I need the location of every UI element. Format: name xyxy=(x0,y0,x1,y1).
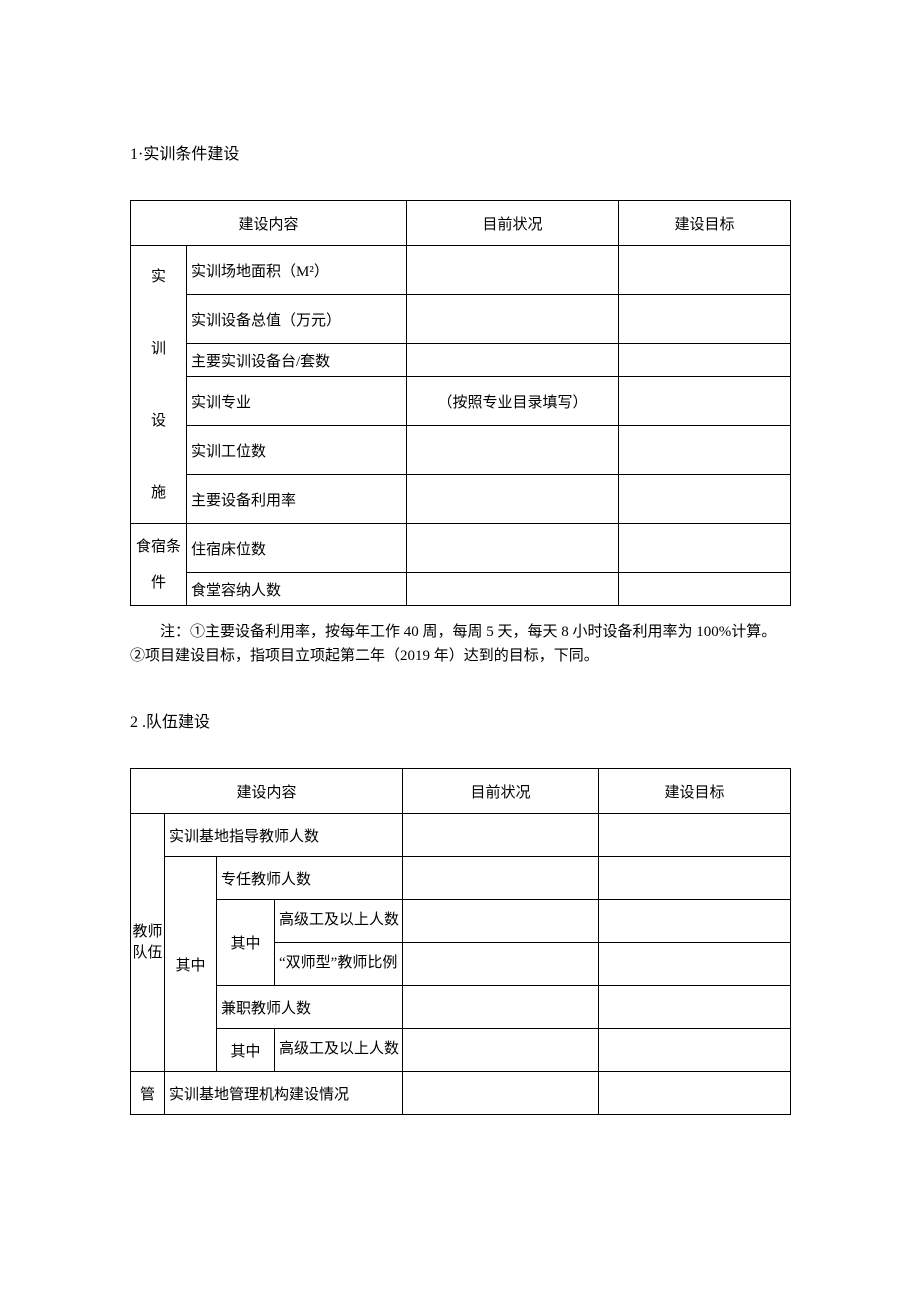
col-header-status: 目前状况 xyxy=(403,769,599,814)
table-row: 食宿条件 住宿床位数 xyxy=(131,524,791,573)
row-label-full: 专任教师人数 xyxy=(217,857,403,900)
table-row: 实训工位数 xyxy=(131,426,791,475)
table-row: 实训设施 实训场地面积（M²） xyxy=(131,246,791,295)
row-label-of-which-2: 其中 xyxy=(217,900,275,986)
cell-goal xyxy=(619,246,791,295)
table-training-conditions: 建设内容 目前状况 建设目标 实训设施 实训场地面积（M²） 实训设备总值（万元… xyxy=(130,200,791,606)
row-label-senior: 高级工及以上人数 xyxy=(275,900,403,943)
cell-status xyxy=(407,246,619,295)
cell-goal xyxy=(619,377,791,426)
table-row: 其中 高级工及以上人数 xyxy=(131,900,791,943)
cell-status xyxy=(403,857,599,900)
section-1-heading: 1·实训条件建设 xyxy=(130,140,790,164)
row-label-stations: 实训工位数 xyxy=(187,426,407,475)
table-row: 教师队伍 实训基地指导教师人数 xyxy=(131,814,791,857)
row-label-canteen: 食堂容纳人数 xyxy=(187,573,407,606)
row-label-total: 实训基地指导教师人数 xyxy=(165,814,403,857)
cell-status xyxy=(403,900,599,943)
table-row: 实训专业 （按照专业目录填写） xyxy=(131,377,791,426)
col-header-goal: 建设目标 xyxy=(599,769,791,814)
cell-status xyxy=(407,573,619,606)
table-row: 建设内容 目前状况 建设目标 xyxy=(131,769,791,814)
col-header-content: 建设内容 xyxy=(131,769,403,814)
cell-goal xyxy=(619,295,791,344)
cell-major-status: （按照专业目录填写） xyxy=(407,377,619,426)
table-row: 兼职教师人数 xyxy=(131,986,791,1029)
row-group-facility: 实训设施 xyxy=(131,246,187,524)
cell-goal xyxy=(599,1029,791,1072)
cell-status xyxy=(403,1029,599,1072)
cell-status xyxy=(403,814,599,857)
row-label-major: 实训专业 xyxy=(187,377,407,426)
table-row: 建设内容 目前状况 建设目标 xyxy=(131,201,791,246)
cell-goal xyxy=(599,900,791,943)
cell-status xyxy=(403,943,599,986)
row-label-mgmt-org: 实训基地管理机构建设情况 xyxy=(165,1072,403,1115)
cell-goal xyxy=(599,857,791,900)
table-row: 主要实训设备台/套数 xyxy=(131,344,791,377)
col-header-goal: 建设目标 xyxy=(619,201,791,246)
table-row: 其中 专任教师人数 xyxy=(131,857,791,900)
table-row: 实训设备总值（万元） xyxy=(131,295,791,344)
table-row: 食堂容纳人数 xyxy=(131,573,791,606)
row-label-beds: 住宿床位数 xyxy=(187,524,407,573)
cell-status xyxy=(407,524,619,573)
table-row: 其中 高级工及以上人数 xyxy=(131,1029,791,1072)
row-label-part: 兼职教师人数 xyxy=(217,986,403,1029)
cell-goal xyxy=(599,814,791,857)
cell-status xyxy=(407,295,619,344)
col-header-content: 建设内容 xyxy=(131,201,407,246)
cell-goal xyxy=(599,1072,791,1115)
row-label-dual: “双师型”教师比例 xyxy=(275,943,403,986)
row-label-util: 主要设备利用率 xyxy=(187,475,407,524)
row-group-lodging: 食宿条件 xyxy=(131,524,187,606)
cell-goal xyxy=(599,986,791,1029)
cell-goal xyxy=(599,943,791,986)
row-group-teachers: 教师队伍 xyxy=(131,814,165,1072)
cell-goal xyxy=(619,344,791,377)
document-page: 1·实训条件建设 建设内容 目前状况 建设目标 实训设施 实训场地面积（M²） … xyxy=(0,0,920,1195)
row-label-value: 实训设备总值（万元） xyxy=(187,295,407,344)
cell-goal xyxy=(619,524,791,573)
cell-status xyxy=(407,475,619,524)
row-label-area: 实训场地面积（M²） xyxy=(187,246,407,295)
row-label-of-which: 其中 xyxy=(165,857,217,1072)
section-2-heading: 2 .队伍建设 xyxy=(130,708,790,732)
row-label-sets: 主要实训设备台/套数 xyxy=(187,344,407,377)
table-row: 管 实训基地管理机构建设情况 xyxy=(131,1072,791,1115)
col-header-status: 目前状况 xyxy=(407,201,619,246)
row-group-mgmt: 管 xyxy=(131,1072,165,1115)
cell-status xyxy=(403,1072,599,1115)
cell-goal xyxy=(619,573,791,606)
section-1-note: 注：①主要设备利用率，按每年工作 40 周，每周 5 天，每天 8 小时设备利用… xyxy=(130,620,790,668)
table-row: 主要设备利用率 xyxy=(131,475,791,524)
table-team-building: 建设内容 目前状况 建设目标 教师队伍 实训基地指导教师人数 其中 专任教师人数… xyxy=(130,768,791,1115)
cell-status xyxy=(407,426,619,475)
cell-goal xyxy=(619,426,791,475)
cell-goal xyxy=(619,475,791,524)
row-label-senior-2: 高级工及以上人数 xyxy=(275,1029,403,1072)
row-label-of-which-3: 其中 xyxy=(217,1029,275,1072)
cell-status xyxy=(407,344,619,377)
cell-status xyxy=(403,986,599,1029)
